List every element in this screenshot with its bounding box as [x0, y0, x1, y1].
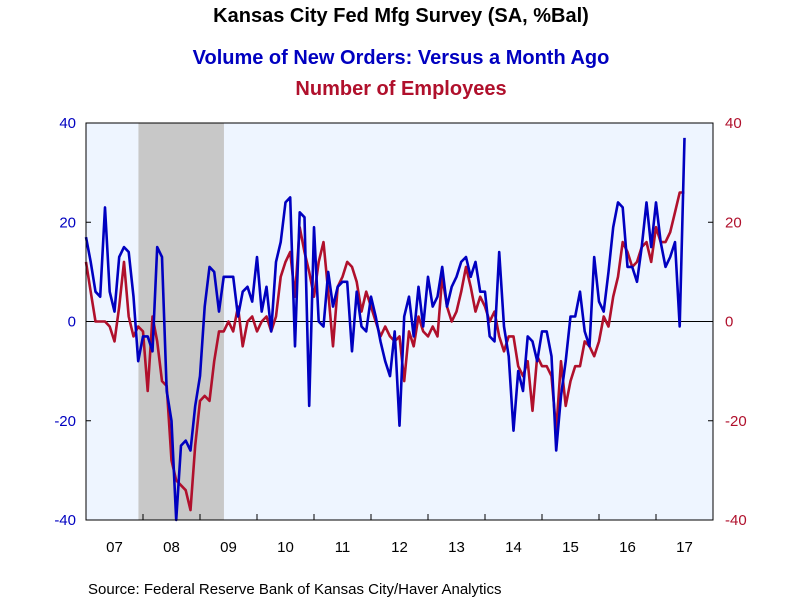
x-axis: 07 08 09 10 11 12 13 14 15 16 17: [85, 514, 714, 556]
x-tick-label: 13: [448, 539, 465, 556]
x-tick-label: 12: [391, 539, 408, 556]
right-tick-label: 40: [725, 115, 742, 132]
x-tick-label: 08: [163, 539, 180, 556]
left-tick-label: 20: [59, 214, 76, 231]
chart-title: Kansas City Fed Mfg Survey (SA, %Bal): [213, 5, 589, 27]
series-title-new-orders: Volume of New Orders: Versus a Month Ago: [193, 47, 610, 69]
right-tick-label: 0: [725, 314, 733, 331]
right-axis: -40 -20 0 20 40: [708, 115, 747, 529]
series-line-employees: [84, 191, 685, 512]
source-note: Source: Federal Reserve Bank of Kansas C…: [88, 581, 502, 598]
left-tick-label: 40: [59, 115, 76, 132]
left-tick-label: 0: [68, 314, 76, 331]
x-tick-label: 10: [277, 539, 294, 556]
series-layer: [84, 137, 686, 522]
right-tick-label: 20: [725, 214, 742, 231]
right-tick-label: -20: [725, 413, 747, 430]
x-tick-label: 07: [106, 539, 123, 556]
x-tick-label: 11: [335, 539, 351, 556]
x-tick-label: 16: [619, 539, 636, 556]
left-tick-label: -40: [54, 512, 76, 529]
series-line-new-orders: [84, 137, 686, 522]
x-tick-label: 17: [676, 539, 693, 556]
series-title-employees: Number of Employees: [295, 78, 506, 100]
right-tick-label: -40: [725, 512, 747, 529]
x-tick-label: 15: [562, 539, 579, 556]
left-tick-label: -20: [54, 413, 76, 430]
x-tick-label: 09: [220, 539, 237, 556]
left-axis: -40 -20 0 20 40: [54, 115, 91, 529]
x-tick-label: 14: [505, 539, 522, 556]
